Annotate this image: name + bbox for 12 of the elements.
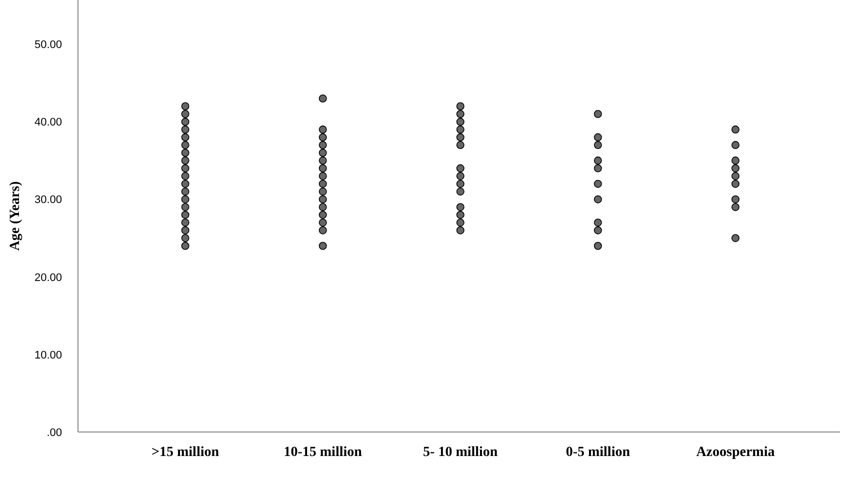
y-tick-label: 10.00 [34,349,62,362]
y-tick-label: 50.00 [34,39,62,52]
y-tick-label: 20.00 [34,272,62,284]
y-tick-label: .00 [46,426,62,439]
x-tick-label: 0-5 million [566,444,630,460]
x-tick-label: >15 million [152,444,220,460]
y-axis-title: Age (Years) [8,180,23,251]
x-tick-label: 5- 10 million [423,444,498,460]
y-tick-label: 40.00 [34,116,62,129]
y-tick-label: 30.00 [34,194,62,206]
x-tick-label: Azoospermia [696,444,775,460]
x-tick-label: 10-15 million [284,444,362,460]
